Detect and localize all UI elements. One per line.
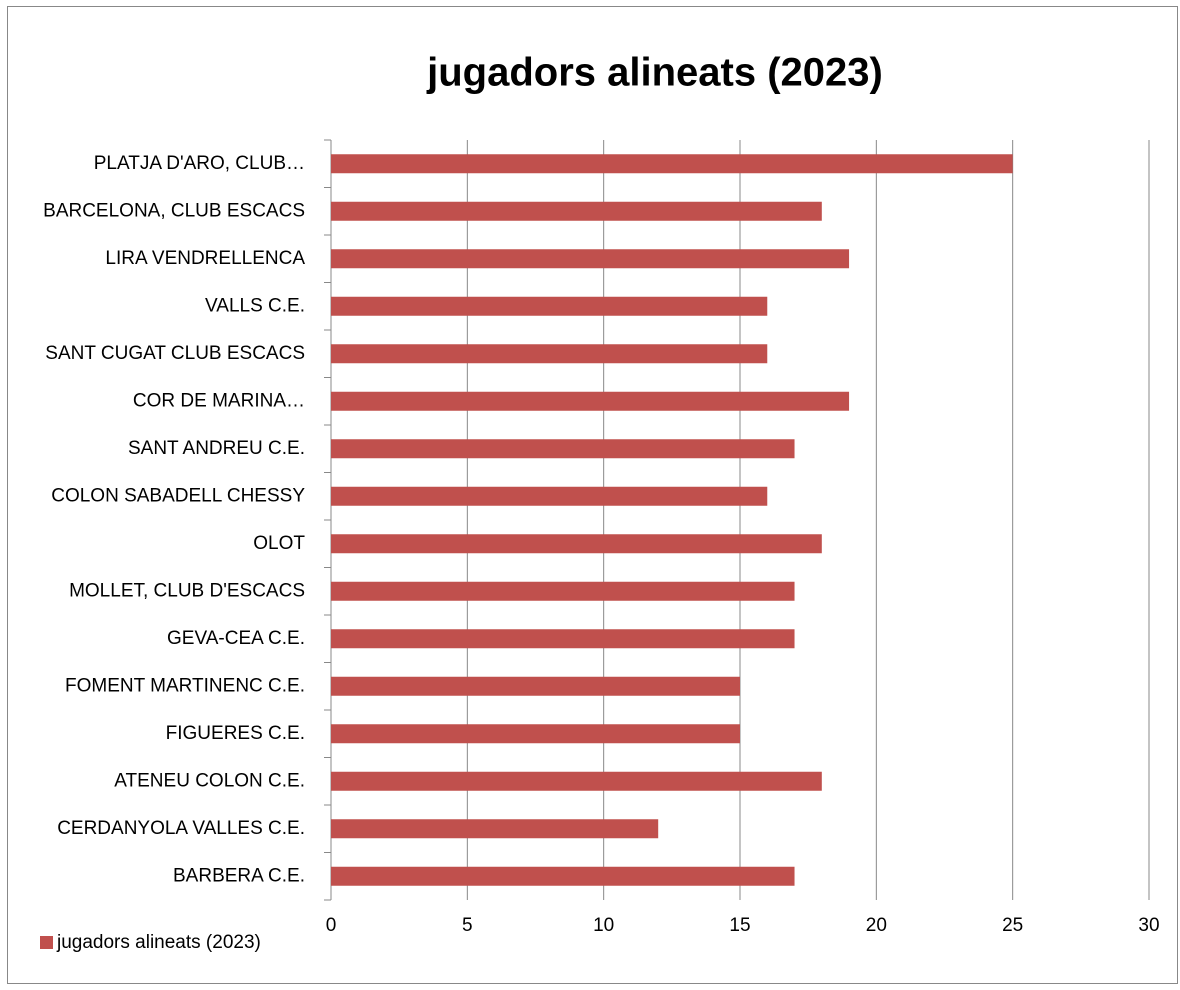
bar (331, 771, 822, 791)
y-tick-label: BARCELONA, CLUB ESCACS (43, 200, 305, 221)
x-tick-label: 0 (326, 915, 337, 936)
y-tick-label: FIGUERES C.E. (166, 723, 305, 744)
bar (331, 629, 795, 649)
y-tick-label: SANT ANDREU C.E. (128, 438, 305, 459)
y-tick-label: BARBERA C.E. (173, 865, 305, 886)
x-tick-label: 15 (729, 915, 750, 936)
x-tick-label: 10 (593, 915, 614, 936)
y-tick-label: PLATJA D'ARO, CLUB… (94, 153, 305, 174)
bar (331, 676, 740, 696)
bar (331, 866, 795, 886)
legend-swatch (40, 936, 53, 949)
x-tick-label: 5 (462, 915, 473, 936)
y-tick-label: GEVA-CEA C.E. (167, 628, 305, 649)
bar (331, 296, 768, 316)
bar (331, 534, 822, 554)
chart-title: jugadors alineats (2023) (426, 51, 883, 95)
y-tick-label: FOMENT MARTINENC C.E. (65, 675, 305, 696)
bar (331, 249, 850, 269)
y-tick-label: VALLS C.E. (205, 295, 305, 316)
bar (331, 154, 1013, 174)
y-tick-label: SANT CUGAT CLUB ESCACS (45, 343, 305, 364)
bar (331, 439, 795, 459)
bar (331, 486, 768, 506)
x-tick-label: 30 (1138, 915, 1159, 936)
bar (331, 724, 740, 744)
bar (331, 201, 822, 221)
x-tick-label: 20 (866, 915, 887, 936)
bar (331, 581, 795, 601)
x-tick-label: 25 (1002, 915, 1023, 936)
y-tick-label: CERDANYOLA VALLES C.E. (57, 818, 305, 839)
bar (331, 819, 659, 839)
bar (331, 391, 850, 411)
y-tick-label: ATENEU COLON C.E. (114, 770, 305, 791)
legend-label: jugadors alineats (2023) (56, 932, 261, 953)
y-tick-label: COLON SABADELL CHESSY (51, 485, 305, 506)
y-tick-label: OLOT (253, 533, 305, 554)
y-tick-label: COR DE MARINA… (133, 390, 305, 411)
y-tick-label: LIRA VENDRELLENCA (105, 248, 305, 269)
y-tick-label: MOLLET, CLUB D'ESCACS (69, 580, 305, 601)
bar (331, 344, 768, 364)
